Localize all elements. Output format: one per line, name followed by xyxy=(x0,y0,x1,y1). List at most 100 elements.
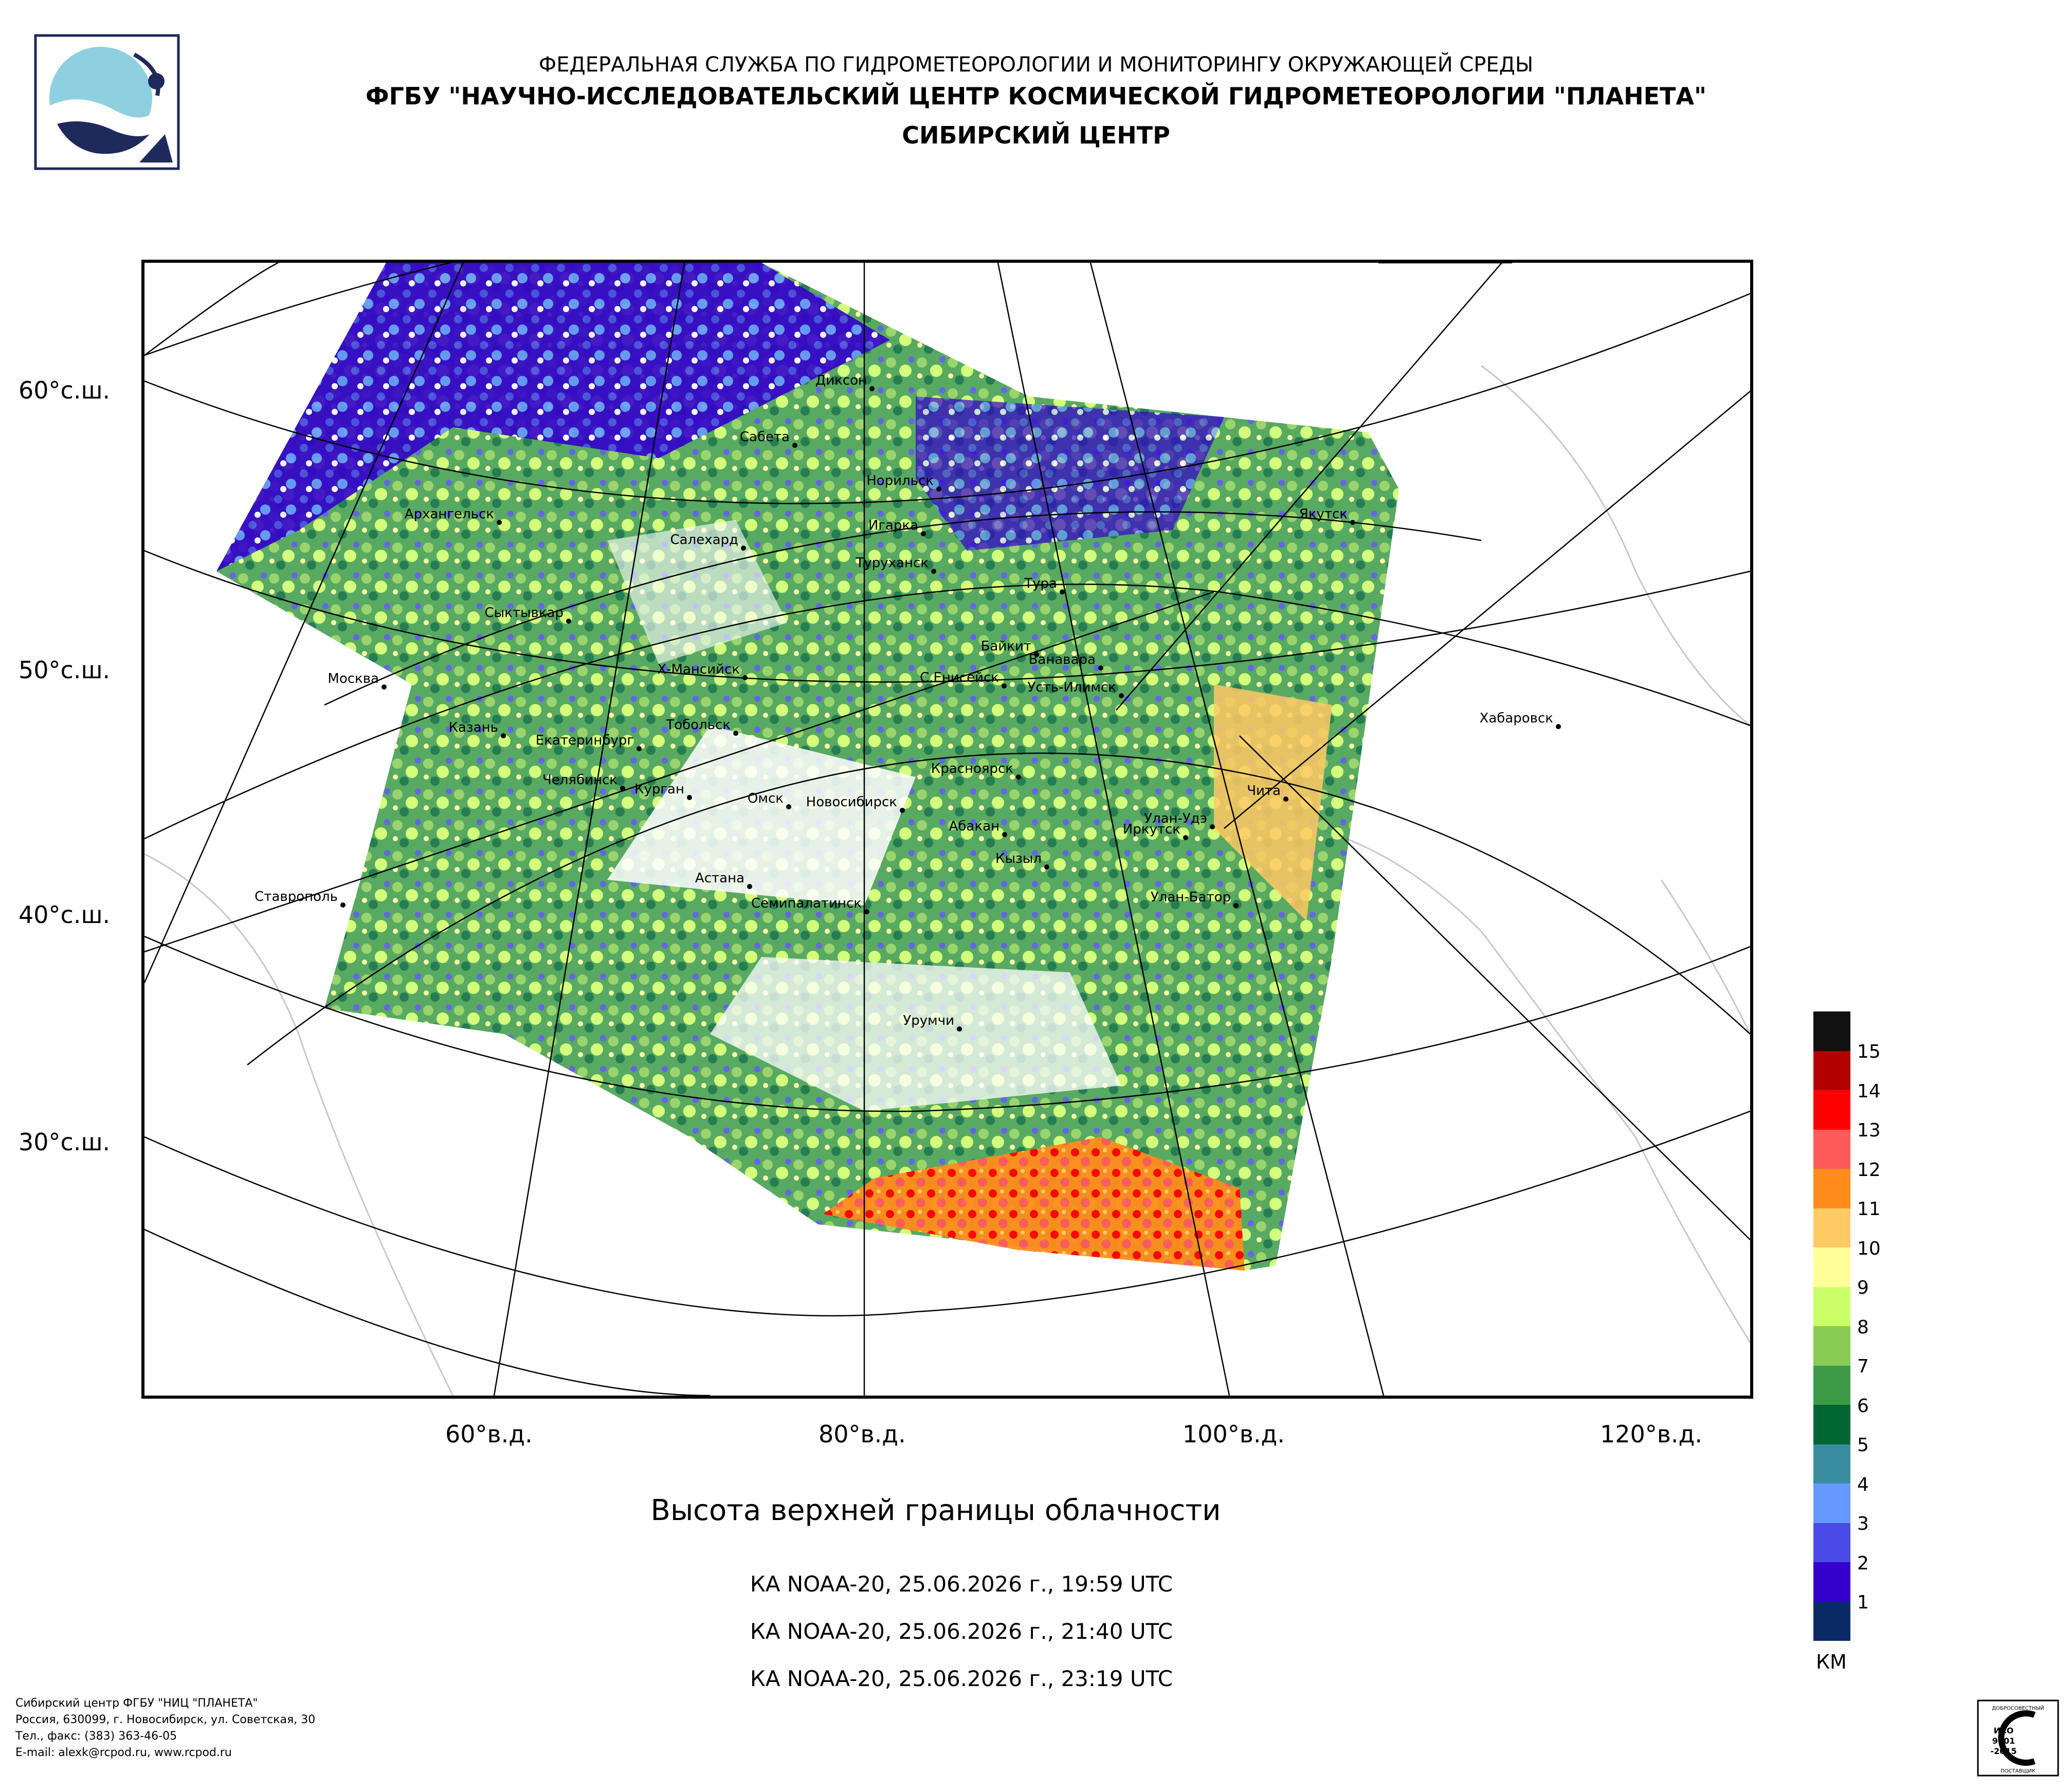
city-dot xyxy=(1060,589,1065,594)
city-dot xyxy=(1283,797,1288,802)
city-label: Кызыл xyxy=(995,851,1042,866)
legend-swatch xyxy=(1813,1405,1850,1444)
city-dot xyxy=(1002,683,1007,689)
city-dot xyxy=(1098,665,1103,671)
legend-level-label: 2 xyxy=(1857,1552,1869,1574)
city-marker: Астана xyxy=(695,871,752,889)
city-label: Челябинск xyxy=(542,772,617,788)
graticule xyxy=(144,263,1750,1396)
city-label: Ванавара xyxy=(1029,652,1096,667)
satellite-pass-1: КА NOAA-20, 25.06.2026 г., 19:59 UTC xyxy=(750,1571,1173,1597)
city-markers: Диксон Сабета Норильск Архангельск Салехард И… xyxy=(255,373,1561,1032)
city-marker: Якутск xyxy=(1299,506,1355,525)
city-dot xyxy=(957,1026,962,1032)
city-label: Сыктывкар xyxy=(484,605,564,621)
legend-level-label: 7 xyxy=(1857,1356,1869,1377)
legend-swatch xyxy=(1813,1051,1850,1090)
city-marker: Челябинск xyxy=(542,772,625,791)
planeta-logo xyxy=(34,34,180,170)
agency-title: ФЕДЕРАЛЬНАЯ СЛУЖБА ПО ГИДРОМЕТЕОРОЛОГИИ … xyxy=(538,53,1534,77)
cert-standard-1: ИСО xyxy=(1994,1726,2014,1735)
legend-swatch xyxy=(1813,1562,1850,1602)
cloud-swath xyxy=(216,263,1399,1271)
lat-label-50: 50°с.ш. xyxy=(19,656,111,684)
city-label: Урумчи xyxy=(903,1013,954,1028)
city-label: Казань xyxy=(449,720,498,735)
city-dot xyxy=(936,486,941,492)
city-marker: Курган xyxy=(634,782,692,800)
city-marker: Тобольск xyxy=(665,717,738,736)
city-dot xyxy=(566,619,571,624)
legend-swatch xyxy=(1813,1484,1850,1523)
lat-label-40: 40°с.ш. xyxy=(19,901,111,929)
city-dot xyxy=(747,884,752,889)
legend-level-label: 1 xyxy=(1857,1592,1869,1613)
city-dot xyxy=(931,569,936,574)
city-dot xyxy=(620,786,625,791)
city-label: Улан-Батор xyxy=(1151,890,1231,905)
city-dot xyxy=(637,746,642,751)
organization-title: ФГБУ "НАУЧНО-ИССЛЕДОВАТЕЛЬСКИЙ ЦЕНТР КОС… xyxy=(366,82,1706,110)
legend-level-label: 13 xyxy=(1857,1120,1881,1141)
city-label: Сабета xyxy=(740,429,790,445)
city-dot xyxy=(1119,693,1124,698)
city-label: Байкит xyxy=(981,639,1031,654)
legend-level-label: 6 xyxy=(1857,1395,1869,1417)
city-marker: Красноярск xyxy=(931,761,1021,780)
city-label: Норильск xyxy=(866,473,934,489)
city-label: Диксон xyxy=(815,373,867,388)
city-label: Иркутск xyxy=(1123,822,1180,837)
city-dot xyxy=(1183,835,1188,840)
city-label: Тура xyxy=(1024,576,1057,591)
city-label: С.Енисейск xyxy=(920,670,999,685)
city-label: Ставрополь xyxy=(255,889,338,904)
city-marker: С.Енисейск xyxy=(920,670,1007,689)
city-label: Екатеринбург xyxy=(536,733,634,748)
footer-line-4: E-mail: alexk@rcpod.ru, www.rcpod.ru xyxy=(15,1746,232,1759)
city-marker: Норильск xyxy=(866,473,941,492)
legend-swatch xyxy=(1813,1090,1850,1130)
city-dot xyxy=(864,909,869,914)
lon-label-120: 120°в.д. xyxy=(1600,1420,1702,1448)
city-dot xyxy=(1233,903,1239,908)
city-label: Усть-Илимск xyxy=(1027,680,1116,695)
city-label: Улан-Удэ xyxy=(1144,811,1207,826)
city-marker: Новосибирск xyxy=(806,794,905,813)
city-marker: Кызыл xyxy=(995,851,1049,870)
city-label: Чита xyxy=(1247,783,1281,799)
city-label: Омск xyxy=(748,791,784,806)
city-dot xyxy=(742,675,748,680)
city-marker: Москва xyxy=(328,671,387,690)
city-marker: Усть-Илимск xyxy=(1027,680,1124,698)
city-dot xyxy=(1350,520,1355,525)
cert-standard-2: 9001 xyxy=(1992,1736,2015,1746)
city-marker: Салехард xyxy=(670,532,746,551)
city-dot xyxy=(497,520,502,525)
city-marker: Х-Мансийск xyxy=(657,662,748,680)
city-marker: Семипалатинск xyxy=(751,896,869,914)
city-marker: Туруханск xyxy=(856,555,936,574)
cloud-top-height-map: Диксон Сабета Норильск Архангельск Салехард И… xyxy=(141,260,1753,1399)
city-label: Абакан xyxy=(949,819,999,834)
city-marker: Игарка xyxy=(868,518,926,536)
city-dot xyxy=(340,902,346,908)
city-dot xyxy=(741,546,746,551)
city-label: Красноярск xyxy=(931,761,1013,776)
legend-level-label: 9 xyxy=(1857,1277,1869,1298)
footer-line-1: Сибирский центр ФГБУ "НИЦ "ПЛАНЕТА" xyxy=(15,1697,258,1710)
city-label: Новосибирск xyxy=(806,794,897,810)
city-label: Туруханск xyxy=(856,555,929,571)
legend-level-label: 5 xyxy=(1857,1435,1869,1456)
city-marker: Хабаровск xyxy=(1480,711,1561,729)
legend-level-label: 10 xyxy=(1857,1238,1881,1259)
city-marker: Омск xyxy=(748,791,791,809)
legend-swatch xyxy=(1813,1523,1850,1562)
legend-level-label: 14 xyxy=(1857,1080,1881,1102)
footer-line-3: Тел., факс: (383) 363-46-05 xyxy=(15,1730,177,1743)
city-marker: Урумчи xyxy=(903,1013,962,1032)
city-marker: Казань xyxy=(449,720,506,738)
city-marker: Ставрополь xyxy=(255,889,346,908)
city-dot xyxy=(921,531,926,536)
legend-swatch xyxy=(1813,1208,1850,1247)
legend-level-label: 11 xyxy=(1857,1199,1881,1220)
